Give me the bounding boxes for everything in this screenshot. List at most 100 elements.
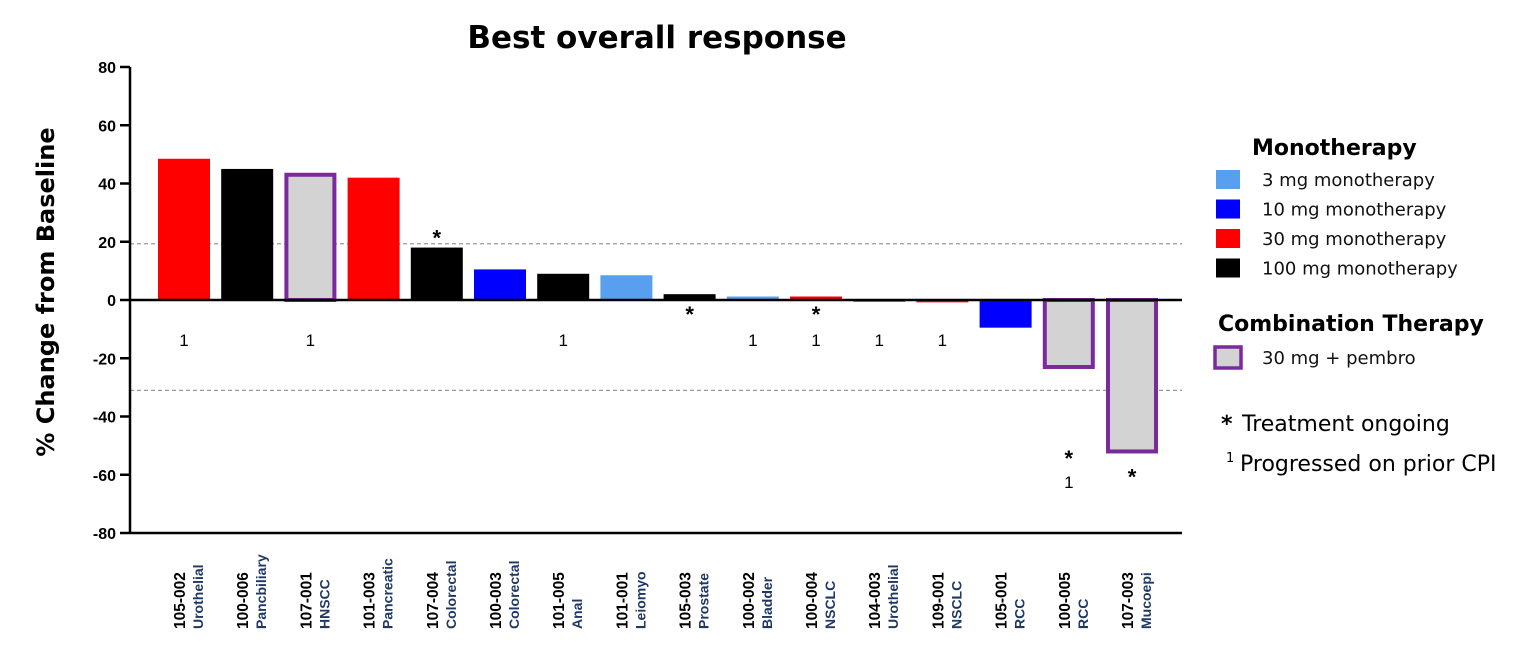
y-axis-label: % Change from Baseline	[32, 127, 60, 456]
tumor-type-label: RCC	[1012, 599, 1028, 629]
bar-100-002	[726, 296, 779, 300]
legend-item-label: 30 mg monotherapy	[1262, 229, 1447, 250]
patient-id-label: 104-003	[867, 572, 884, 629]
bar-105-003	[663, 294, 716, 300]
patient-id-label: 105-001	[994, 572, 1011, 629]
legend-swatch	[1213, 345, 1243, 370]
patient-id-label: 107-003	[1120, 572, 1137, 629]
y-tick-label: -80	[93, 526, 116, 543]
x-tick-107-001: 107-001 HNSCC	[298, 572, 332, 629]
patient-id-label: 100-005	[1057, 572, 1074, 629]
legend-ongoing-text: Treatment ongoing	[1241, 412, 1450, 437]
legend-cpi-marker: 1	[1226, 451, 1234, 466]
tumor-type-label: Mucoepi	[1138, 572, 1154, 629]
tumor-type-label: Urothelial	[190, 564, 206, 629]
x-tick-100-002: 100-002 Bladder	[741, 572, 775, 629]
x-tick-107-004: 107-004 Colorectal	[425, 561, 459, 629]
x-tick-105-002: 105-002 Urothelial	[172, 564, 206, 629]
legend-heading-combination: Combination Therapy	[1218, 312, 1484, 337]
patient-id-label: 101-001	[614, 572, 631, 629]
x-tick-100-003: 100-003 Colorectal	[488, 561, 522, 629]
cpi-marker: 1	[938, 331, 947, 350]
legend-swatch	[1216, 258, 1240, 278]
bar-107-001	[284, 172, 337, 302]
ongoing-marker: *	[433, 226, 442, 251]
bar-annotations: 1 1 * 1 * 1 * 1 1 1 * 1 *	[179, 226, 1136, 492]
tumor-type-label: Pancbiliary	[253, 554, 269, 629]
x-tick-104-003: 104-003 Urothelial	[867, 564, 901, 629]
tumor-type-label: HNSCC	[316, 579, 332, 629]
chart-title: Best overall response	[467, 20, 846, 56]
legend-swatch	[1216, 170, 1240, 189]
x-tick-100-004: 100-004 NSCLC	[804, 572, 838, 629]
patient-id-label: 100-002	[741, 572, 758, 629]
patient-id-label: 107-004	[425, 572, 442, 629]
y-tick-label: 80	[98, 60, 116, 77]
patient-id-label: 105-002	[172, 572, 189, 629]
bar-107-004	[410, 247, 463, 300]
x-axis-labels: 105-002 Urothelial 100-006 Pancbiliary 107-0…	[172, 554, 1154, 629]
tumor-type-label: Colorectal	[443, 561, 459, 629]
patient-id-label: 100-003	[488, 572, 505, 629]
tumor-type-label: NSCLC	[822, 581, 838, 629]
bar-107-003	[1106, 298, 1158, 454]
x-tick-101-005: 101-005 Anal	[551, 572, 585, 629]
tumor-type-label: Leiomyo	[632, 571, 648, 629]
legend-item-label: 30 mg + pembro	[1262, 348, 1416, 369]
legend-swatch	[1216, 229, 1240, 248]
x-tick-101-001: 101-001 Leiomyo	[614, 571, 648, 629]
cpi-marker: 1	[179, 331, 188, 350]
patient-id-label: 101-003	[362, 572, 379, 629]
legend-heading-monotherapy: Monotherapy	[1252, 136, 1417, 161]
bar-101-003	[347, 177, 400, 300]
cpi-marker: 1	[1064, 473, 1073, 492]
tumor-type-label: Urothelial	[885, 564, 901, 629]
bar-105-002	[158, 158, 210, 300]
cpi-marker: 1	[748, 331, 757, 350]
tumor-type-label: NSCLC	[948, 581, 964, 629]
bar-100-005	[1042, 298, 1095, 369]
tumor-type-label: Prostate	[696, 573, 712, 629]
y-tick-label: -20	[93, 351, 116, 368]
tumor-type-label: Anal	[569, 599, 585, 629]
x-tick-100-006: 100-006 Pancbiliary	[235, 554, 269, 629]
axes: 80 60 40 20 0 -20 -40 -60 -80	[93, 60, 1182, 543]
cpi-marker: 1	[811, 331, 820, 350]
x-tick-105-001: 105-001 RCC	[994, 572, 1028, 629]
ongoing-marker: *	[685, 302, 694, 327]
legend-ongoing-marker: *	[1221, 412, 1233, 437]
bar-101-005	[537, 273, 590, 300]
cpi-marker: 1	[874, 331, 883, 350]
ongoing-marker: *	[812, 302, 821, 327]
bar-series	[158, 158, 1158, 454]
cpi-marker: 1	[558, 331, 567, 350]
legend-cpi-text: Progressed on prior CPI	[1240, 452, 1497, 477]
bar-100-004	[790, 296, 842, 300]
y-tick-label: -60	[93, 468, 116, 485]
patient-id-label: 105-003	[678, 572, 695, 629]
tumor-type-label: Colorectal	[506, 561, 522, 629]
y-tick-label: 0	[107, 293, 116, 310]
patient-id-label: 100-006	[235, 572, 252, 629]
y-tick-label: 60	[98, 118, 116, 135]
legend-item-label: 3 mg monotherapy	[1262, 170, 1435, 191]
legend: Monotherapy 3 mg monotherapy 10 mg monothe…	[1213, 136, 1497, 477]
y-tick-label: 40	[98, 177, 116, 194]
bar-100-003	[474, 269, 526, 300]
x-tick-100-005: 100-005 RCC	[1057, 572, 1091, 629]
tumor-type-label: RCC	[1075, 599, 1091, 629]
tumor-type-label: Pancreatic	[380, 558, 396, 629]
ongoing-marker: *	[1065, 446, 1074, 471]
bar-100-006	[221, 168, 274, 300]
x-tick-109-001: 109-001 NSCLC	[930, 572, 964, 629]
bar-101-001	[600, 275, 653, 300]
cpi-marker: 1	[306, 331, 315, 350]
patient-id-label: 109-001	[930, 572, 947, 629]
y-tick-label: -40	[93, 410, 116, 427]
patient-id-label: 101-005	[551, 572, 568, 629]
y-tick-label: 20	[98, 235, 116, 252]
x-tick-105-003: 105-003 Prostate	[678, 572, 712, 629]
patient-id-label: 107-001	[298, 572, 315, 629]
legend-swatch	[1216, 199, 1240, 219]
